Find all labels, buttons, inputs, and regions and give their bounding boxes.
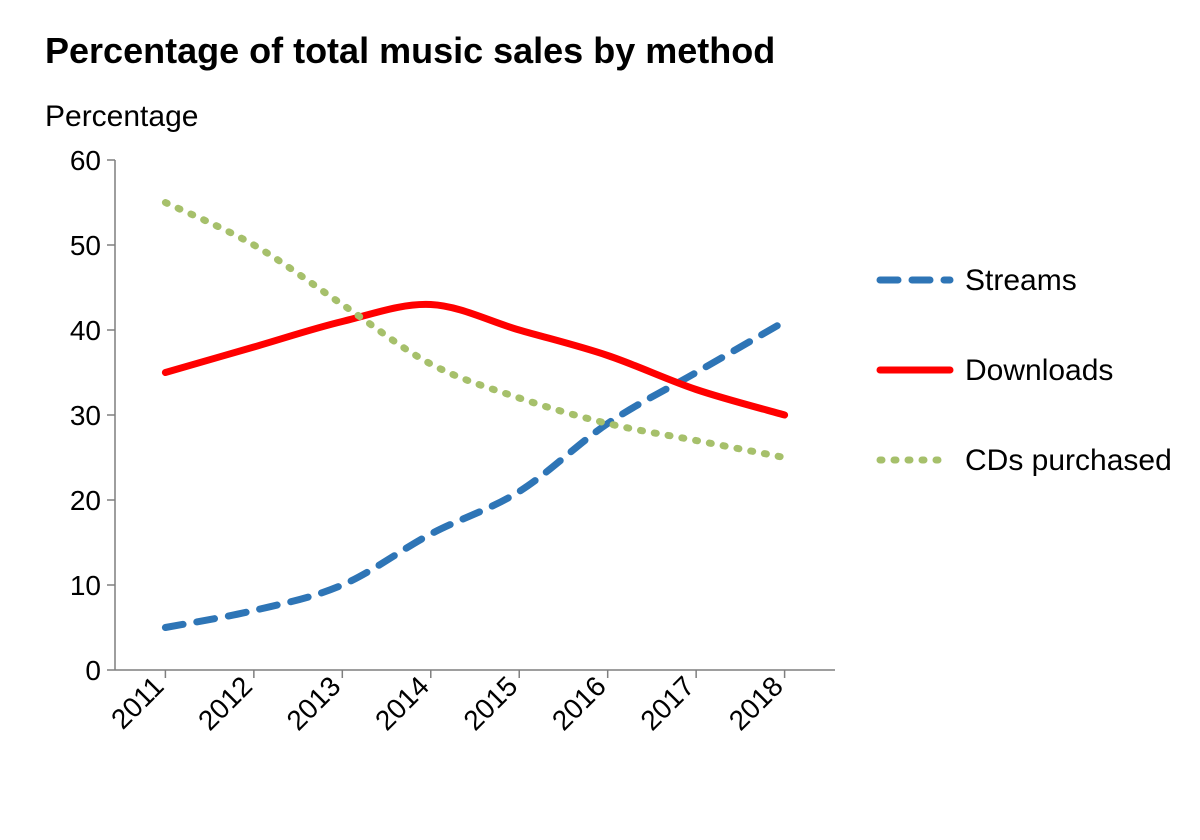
x-tick: 2013 — [281, 670, 347, 736]
y-tick-label: 10 — [70, 570, 101, 601]
x-tick: 2017 — [634, 670, 700, 736]
series-line — [165, 304, 784, 415]
legend-label: Streams — [965, 264, 1077, 297]
y-tick: 30 — [70, 400, 101, 431]
y-tick: 10 — [70, 570, 101, 601]
y-tick: 40 — [70, 315, 101, 346]
y-tick: 0 — [85, 655, 101, 686]
legend-label: Downloads — [965, 354, 1113, 387]
x-tick: 2016 — [546, 670, 612, 736]
x-tick: 2011 — [105, 670, 170, 735]
legend-label: CDs purchased — [965, 444, 1172, 477]
y-tick-label: 50 — [70, 230, 101, 261]
y-tick: 20 — [70, 485, 101, 516]
y-tick: 60 — [70, 145, 101, 176]
series-line — [165, 203, 784, 458]
x-tick-label: 2012 — [192, 670, 258, 736]
chart-container: Percentage of total music sales by metho… — [0, 0, 1200, 840]
x-tick: 2012 — [192, 670, 258, 736]
x-tick-label: 2015 — [458, 670, 524, 736]
x-tick: 2014 — [369, 670, 435, 736]
x-tick: 2015 — [458, 670, 524, 736]
y-tick-label: 40 — [70, 315, 101, 346]
chart-svg: 0 10 20 30 40 50 60 2011 2012 2013 2014 2015 2016 201… — [0, 0, 1200, 840]
x-tick-label: 2016 — [546, 670, 612, 736]
x-tick-label: 2014 — [369, 670, 435, 736]
y-tick-label: 20 — [70, 485, 101, 516]
legend-item: Streams — [880, 264, 1077, 297]
x-tick: 2018 — [723, 670, 789, 736]
series-line — [165, 322, 784, 628]
x-tick-label: 2011 — [105, 670, 170, 735]
x-tick-label: 2017 — [634, 670, 700, 736]
y-tick-label: 30 — [70, 400, 101, 431]
legend-item: Downloads — [880, 354, 1113, 387]
y-tick-label: 0 — [85, 655, 101, 686]
legend-item: CDs purchased — [880, 444, 1172, 477]
y-tick: 50 — [70, 230, 101, 261]
x-tick-label: 2013 — [281, 670, 347, 736]
x-tick-label: 2018 — [723, 670, 789, 736]
y-tick-label: 60 — [70, 145, 101, 176]
